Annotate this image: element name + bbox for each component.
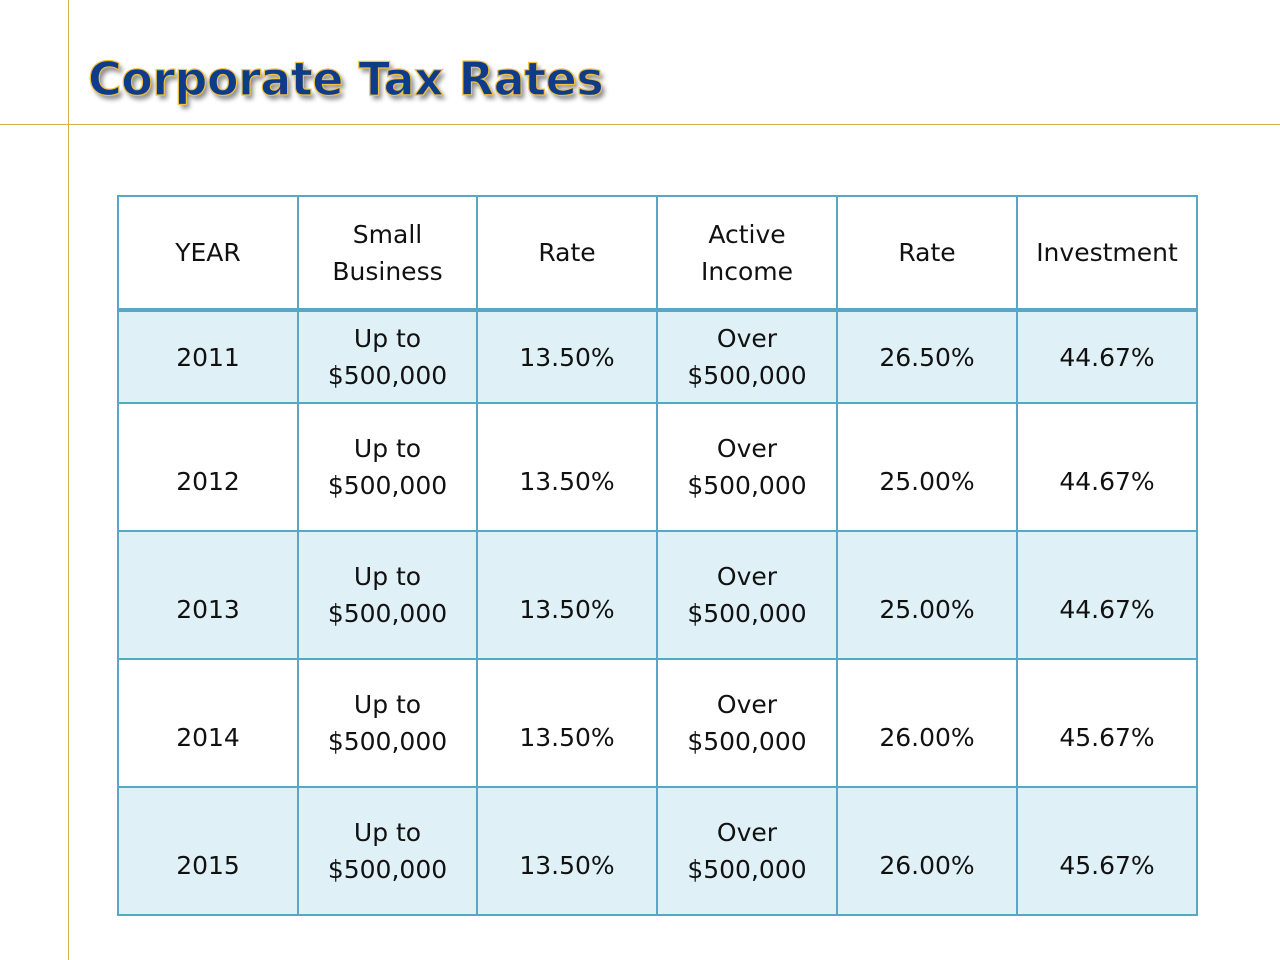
cell-active-income-rate: 25.00% xyxy=(836,402,1018,532)
cell-small-business: Up to $500,000 xyxy=(297,402,478,532)
cell-year: 2015 xyxy=(117,786,299,916)
table-row: 2015 Up to $500,000 13.50% Over $500,000 26.00… xyxy=(117,786,1198,916)
cell-active-income: Over $500,000 xyxy=(656,786,838,916)
cell-small-business-rate: 13.50% xyxy=(476,309,658,404)
cell-small-business: Up to $500,000 xyxy=(297,786,478,916)
cell-active-income-rate: 26.00% xyxy=(836,786,1018,916)
cell-year: 2014 xyxy=(117,658,299,788)
cell-year: 2011 xyxy=(117,309,299,404)
page-title: Corporate Tax Rates xyxy=(87,51,604,106)
cell-active-income: Over $500,000 xyxy=(656,530,838,660)
cell-small-business-rate: 13.50% xyxy=(476,658,658,788)
cell-active-income-rate: 26.00% xyxy=(836,658,1018,788)
cell-small-business: Up to $500,000 xyxy=(297,658,478,788)
header-year: YEAR xyxy=(117,195,299,312)
cell-active-income-rate: 26.50% xyxy=(836,309,1018,404)
cell-active-income-rate: 25.00% xyxy=(836,530,1018,660)
table-row: 2012 Up to $500,000 13.50% Over $500,000 25.00… xyxy=(117,402,1198,532)
vertical-rule-line xyxy=(68,0,69,960)
table-row: 2014 Up to $500,000 13.50% Over $500,000 26.00… xyxy=(117,658,1198,788)
cell-investment: 44.67% xyxy=(1016,530,1198,660)
tax-rates-table: YEAR Small Business Rate Active Income R… xyxy=(117,195,1198,916)
header-active-income-rate: Rate xyxy=(836,195,1018,312)
cell-small-business-rate: 13.50% xyxy=(476,786,658,916)
cell-active-income: Over $500,000 xyxy=(656,402,838,532)
header-small-business-rate: Rate xyxy=(476,195,658,312)
cell-active-income: Over $500,000 xyxy=(656,309,838,404)
table-row: 2013 Up to $500,000 13.50% Over $500,000 25.00… xyxy=(117,530,1198,660)
cell-small-business-rate: 13.50% xyxy=(476,530,658,660)
header-investment: Investment xyxy=(1016,195,1198,312)
cell-small-business: Up to $500,000 xyxy=(297,309,478,404)
cell-small-business-rate: 13.50% xyxy=(476,402,658,532)
cell-investment: 44.67% xyxy=(1016,402,1198,532)
header-active-income: Active Income xyxy=(656,195,838,312)
cell-small-business: Up to $500,000 xyxy=(297,530,478,660)
cell-investment: 44.67% xyxy=(1016,309,1198,404)
cell-active-income: Over $500,000 xyxy=(656,658,838,788)
header-row: YEAR Small Business Rate Active Income R… xyxy=(117,195,1198,312)
cell-investment: 45.67% xyxy=(1016,658,1198,788)
header-small-business: Small Business xyxy=(297,195,478,312)
horizontal-rule-line xyxy=(0,124,1280,125)
cell-year: 2012 xyxy=(117,402,299,532)
cell-investment: 45.67% xyxy=(1016,786,1198,916)
table-row: 2011 Up to $500,000 13.50% Over $500,000 26.50… xyxy=(117,309,1198,404)
cell-year: 2013 xyxy=(117,530,299,660)
